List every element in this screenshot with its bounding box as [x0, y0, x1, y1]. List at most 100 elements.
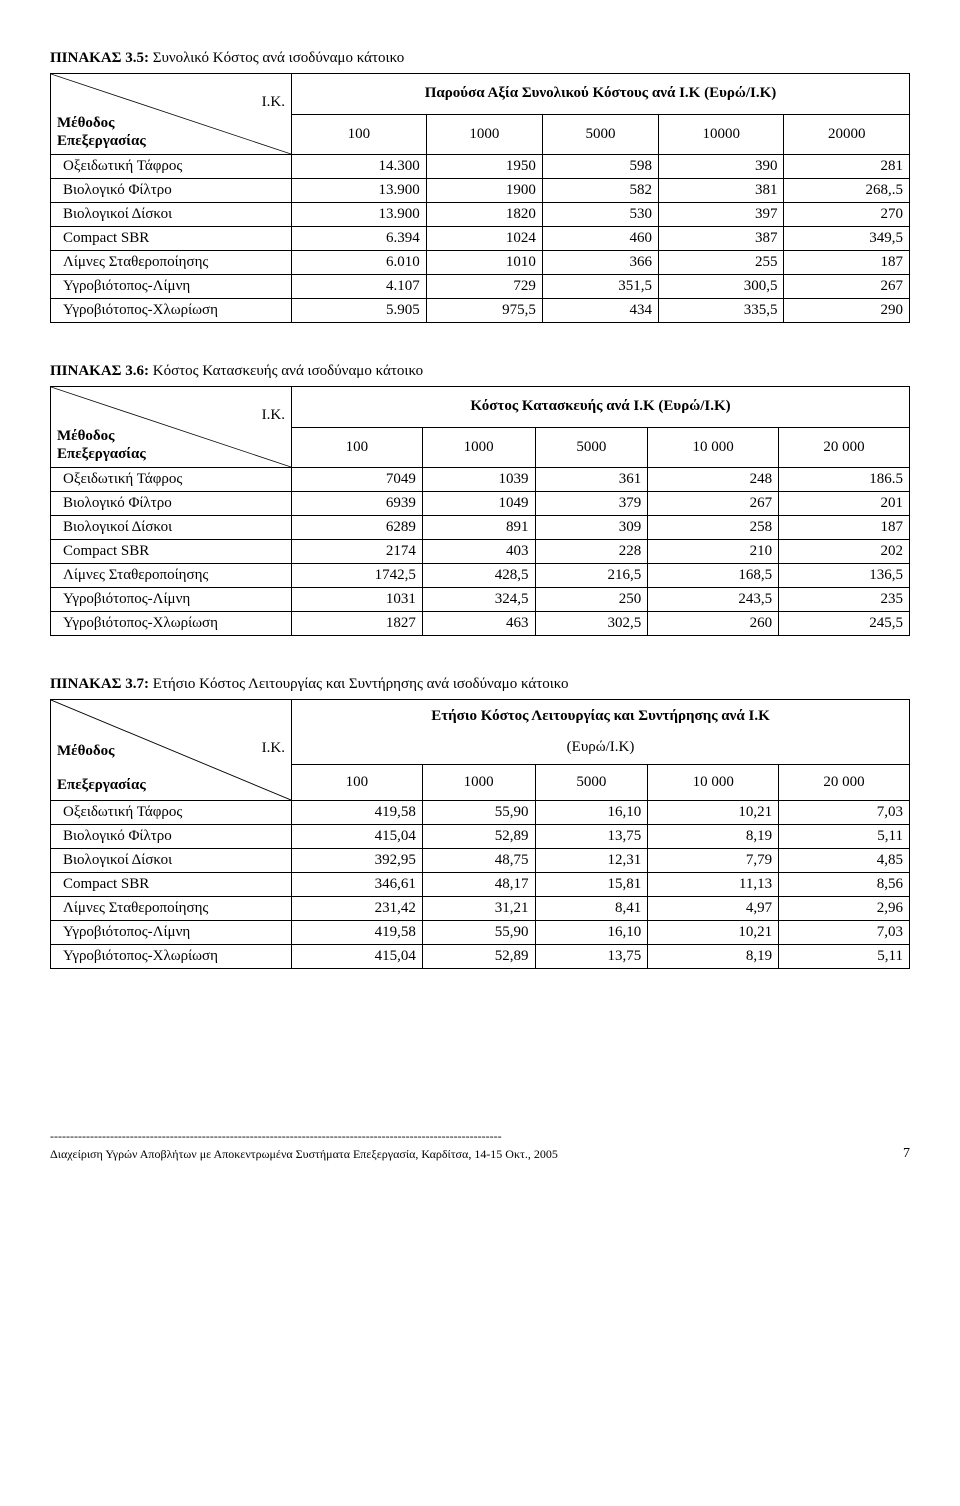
table3-diag-cell: Ι.Κ. Μέθοδος Επεξεργασίας — [51, 700, 292, 801]
row-label: Βιολογικό Φίλτρο — [51, 492, 292, 516]
cell: 13.900 — [292, 179, 427, 203]
cell: 390 — [659, 155, 784, 179]
cell: 250 — [535, 588, 648, 612]
table2-col-h0: 100 — [292, 427, 423, 468]
cell: 379 — [535, 492, 648, 516]
cell: 6.394 — [292, 227, 427, 251]
cell: 346,61 — [292, 873, 423, 897]
cell: 7,03 — [779, 921, 910, 945]
row-label: Οξειδωτική Τάφρος — [51, 801, 292, 825]
row-label: Οξειδωτική Τάφρος — [51, 468, 292, 492]
table1-col-h3: 10000 — [659, 114, 784, 155]
cell: 16,10 — [535, 921, 648, 945]
table3-caption-bold: ΠΙΝΑΚΑΣ 3.7: — [50, 676, 149, 692]
cell: 186.5 — [779, 468, 910, 492]
cell: 15,81 — [535, 873, 648, 897]
table1-diag-bot1: Μέθοδος — [57, 115, 115, 132]
cell: 231,42 — [292, 897, 423, 921]
row-label: Compact SBR — [51, 873, 292, 897]
cell: 7049 — [292, 468, 423, 492]
cell: 415,04 — [292, 945, 423, 969]
cell: 8,19 — [648, 945, 779, 969]
table-row: Λίμνες Σταθεροποίησης1742,5428,5216,5168… — [51, 564, 910, 588]
cell: 366 — [542, 251, 658, 275]
cell: 245,5 — [779, 612, 910, 636]
cell: 419,58 — [292, 921, 423, 945]
table3-header-title1: Ετήσιο Κόστος Λειτουργίας και Συντήρησης… — [292, 700, 910, 730]
cell: 48,17 — [422, 873, 535, 897]
cell: 324,5 — [422, 588, 535, 612]
row-label: Βιολογικοί Δίσκοι — [51, 849, 292, 873]
table3-header-title2: (Ευρώ/Ι.Κ) — [292, 730, 910, 765]
cell: 10,21 — [648, 921, 779, 945]
cell: 5,11 — [779, 945, 910, 969]
row-label: Compact SBR — [51, 540, 292, 564]
row-label: Υγροβιότοπος-Χλωρίωση — [51, 945, 292, 969]
cell: 5.905 — [292, 299, 427, 323]
cell: 6.010 — [292, 251, 427, 275]
cell: 598 — [542, 155, 658, 179]
table1-col-h4: 20000 — [784, 114, 910, 155]
cell: 891 — [422, 516, 535, 540]
cell: 8,41 — [535, 897, 648, 921]
cell: 1900 — [426, 179, 542, 203]
table1-col-h0: 100 — [292, 114, 427, 155]
row-label: Υγροβιότοπος-Λίμνη — [51, 275, 292, 299]
table1-caption-rest: Συνολικό Κόστος ανά ισοδύναμο κάτοικο — [149, 50, 404, 66]
cell: 349,5 — [784, 227, 910, 251]
table1-diag-bot2: Επεξεργασίας — [57, 133, 146, 150]
row-label: Βιολογικοί Δίσκοι — [51, 203, 292, 227]
table3-col-h4: 20 000 — [779, 765, 910, 801]
table3: Ι.Κ. Μέθοδος Επεξεργασίας Ετήσιο Κόστος … — [50, 699, 910, 969]
cell: 4,85 — [779, 849, 910, 873]
table2-diag-bot1: Μέθοδος — [57, 428, 115, 445]
table2-diag-top: Ι.Κ. — [262, 407, 285, 424]
page-number: 7 — [903, 1146, 910, 1162]
table-row: Βιολογικό Φίλτρο13.9001900582381268,.5 — [51, 179, 910, 203]
table-row: Compact SBR2174403228210202 — [51, 540, 910, 564]
table-row: Υγροβιότοπος-Χλωρίωση5.905975,5434335,52… — [51, 299, 910, 323]
cell: 8,56 — [779, 873, 910, 897]
cell: 403 — [422, 540, 535, 564]
cell: 243,5 — [648, 588, 779, 612]
table1-col-h1: 1000 — [426, 114, 542, 155]
table2-header-title: Κόστος Κατασκευής ανά Ι.Κ (Ευρώ/Ι.Κ) — [292, 387, 910, 428]
cell: 6939 — [292, 492, 423, 516]
cell: 267 — [648, 492, 779, 516]
table2-diag-cell: Ι.Κ. Μέθοδος Επεξεργασίας — [51, 387, 292, 468]
cell: 428,5 — [422, 564, 535, 588]
footer-dashes: ----------------------------------------… — [50, 1129, 910, 1144]
row-label: Υγροβιότοπος-Χλωρίωση — [51, 612, 292, 636]
table3-diag-bot2: Επεξεργασίας — [57, 777, 146, 794]
table3-col-h0: 100 — [292, 765, 423, 801]
cell: 1031 — [292, 588, 423, 612]
cell: 270 — [784, 203, 910, 227]
row-label: Βιολογικό Φίλτρο — [51, 825, 292, 849]
table-row: Υγροβιότοπος-Λίμνη419,5855,9016,1010,217… — [51, 921, 910, 945]
cell: 31,21 — [422, 897, 535, 921]
table2-col-h2: 5000 — [535, 427, 648, 468]
row-label: Υγροβιότοπος-Λίμνη — [51, 921, 292, 945]
table1-caption-bold: ΠΙΝΑΚΑΣ 3.5: — [50, 50, 149, 66]
table3-caption: ΠΙΝΑΚΑΣ 3.7: Ετήσιο Κόστος Λειτουργίας κ… — [50, 676, 910, 693]
table3-col-h1: 1000 — [422, 765, 535, 801]
table1-header-title: Παρούσα Αξία Συνολικού Κόστους ανά Ι.Κ (… — [292, 74, 910, 115]
table2-diag-bot2: Επεξεργασίας — [57, 446, 146, 463]
cell: 309 — [535, 516, 648, 540]
table-row: Βιολογικοί Δίσκοι6289891309258187 — [51, 516, 910, 540]
cell: 582 — [542, 179, 658, 203]
cell: 290 — [784, 299, 910, 323]
cell: 258 — [648, 516, 779, 540]
table1-caption: ΠΙΝΑΚΑΣ 3.5: Συνολικό Κόστος ανά ισοδύνα… — [50, 50, 910, 67]
table-row: Βιολογικό Φίλτρο415,0452,8913,758,195,11 — [51, 825, 910, 849]
cell: 1742,5 — [292, 564, 423, 588]
cell: 235 — [779, 588, 910, 612]
cell: 335,5 — [659, 299, 784, 323]
cell: 216,5 — [535, 564, 648, 588]
footer-text: Διαχείριση Υγρών Αποβλήτων με Αποκεντρωμ… — [50, 1147, 558, 1162]
table3-col-h3: 10 000 — [648, 765, 779, 801]
cell: 530 — [542, 203, 658, 227]
cell: 463 — [422, 612, 535, 636]
cell: 415,04 — [292, 825, 423, 849]
cell: 168,5 — [648, 564, 779, 588]
